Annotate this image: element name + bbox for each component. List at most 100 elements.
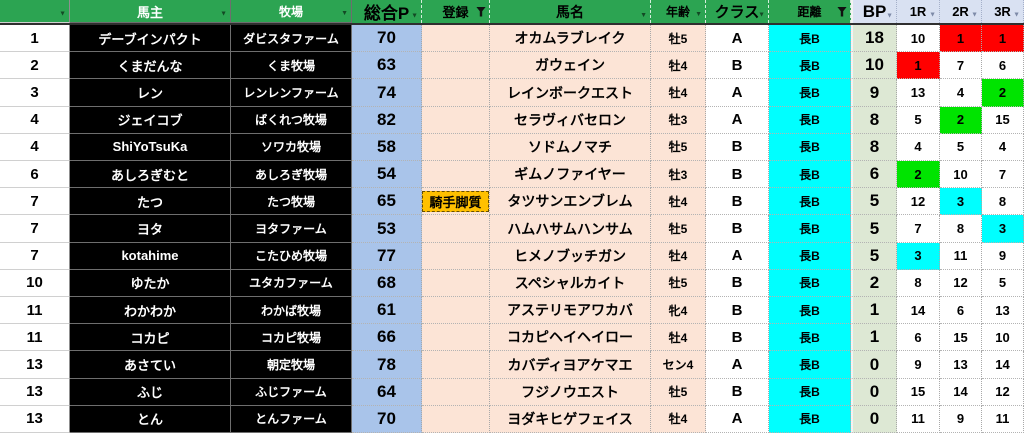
cell-rank[interactable]: 7 [0,188,70,216]
cell-total-p[interactable]: 66 [352,324,422,352]
header-cell[interactable]: 距離 [769,0,851,23]
cell-age[interactable]: 牡3 [651,161,706,189]
cell-race3-rank[interactable]: 15 [982,106,1024,134]
cell-race2-rank[interactable]: 6 [940,297,982,325]
cell-distance[interactable]: 長B [769,242,851,270]
cell-distance[interactable]: 長B [769,161,851,189]
cell-bp[interactable]: 1 [851,297,897,325]
cell-race1-rank[interactable]: 7 [897,215,940,243]
cell-rank[interactable]: 13 [0,405,70,433]
cell-total-p[interactable]: 70 [352,25,422,53]
cell-total-p[interactable]: 70 [352,405,422,433]
cell-registration[interactable] [422,324,490,352]
cell-owner[interactable]: あしろぎむと [70,161,231,189]
cell-race1-rank[interactable]: 6 [897,324,940,352]
cell-race2-rank[interactable]: 14 [940,378,982,406]
cell-registration[interactable] [422,79,490,107]
cell-class[interactable]: B [706,215,769,243]
cell-farm[interactable]: ふじファーム [231,378,352,406]
cell-class[interactable]: A [706,351,769,379]
filter-dropdown-icon[interactable] [695,6,702,18]
cell-race1-rank[interactable]: 4 [897,133,940,162]
cell-horse-name[interactable]: ヒメノブッチガン [490,242,651,270]
cell-rank[interactable]: 10 [0,269,70,298]
filter-dropdown-icon[interactable] [971,5,978,18]
cell-total-p[interactable]: 63 [352,52,422,80]
cell-total-p[interactable]: 68 [352,269,422,298]
header-cell[interactable]: 1R [897,0,940,23]
cell-bp[interactable]: 10 [851,52,897,80]
header-cell[interactable]: BP [851,0,897,23]
cell-bp[interactable]: 9 [851,79,897,107]
header-cell[interactable]: 馬名 [490,0,651,23]
cell-total-p[interactable]: 65 [352,188,422,216]
cell-registration[interactable] [422,52,490,80]
cell-rank[interactable]: 4 [0,133,70,162]
filter-dropdown-icon[interactable] [886,3,893,20]
cell-horse-name[interactable]: オカムラブレイク [490,25,651,53]
cell-bp[interactable]: 0 [851,405,897,433]
cell-owner[interactable]: ShiYoTsuKa [70,133,231,162]
cell-race1-rank[interactable]: 5 [897,106,940,134]
cell-owner[interactable]: kotahime [70,242,231,270]
cell-owner[interactable]: わかわか [70,297,231,325]
cell-distance[interactable]: 長B [769,25,851,53]
cell-owner[interactable]: ふじ [70,378,231,406]
cell-registration[interactable] [422,133,490,162]
cell-horse-name[interactable]: ガウェイン [490,52,651,80]
cell-registration[interactable] [422,269,490,298]
cell-owner[interactable]: あさてい [70,351,231,379]
cell-race3-rank[interactable]: 3 [982,215,1024,243]
cell-race3-rank[interactable]: 10 [982,324,1024,352]
filter-funnel-icon[interactable] [476,6,486,17]
cell-total-p[interactable]: 78 [352,351,422,379]
cell-race2-rank[interactable]: 1 [940,25,982,53]
cell-registration[interactable] [422,351,490,379]
cell-race1-rank[interactable]: 13 [897,79,940,107]
cell-race1-rank[interactable]: 11 [897,405,940,433]
cell-total-p[interactable]: 82 [352,106,422,134]
cell-horse-name[interactable]: レインボークエスト [490,79,651,107]
cell-bp[interactable]: 8 [851,106,897,134]
filter-dropdown-icon[interactable] [758,4,765,19]
cell-race1-rank[interactable]: 10 [897,25,940,53]
cell-race3-rank[interactable]: 12 [982,378,1024,406]
cell-race2-rank[interactable]: 2 [940,106,982,134]
cell-farm[interactable]: ヨタファーム [231,215,352,243]
cell-distance[interactable]: 長B [769,297,851,325]
cell-horse-name[interactable]: ハムハサムハンサム [490,215,651,243]
cell-class[interactable]: B [706,269,769,298]
cell-race1-rank[interactable]: 1 [897,52,940,80]
cell-age[interactable]: 牡4 [651,79,706,107]
cell-age[interactable]: 牡4 [651,242,706,270]
cell-registration[interactable]: 騎手脚質 [422,188,490,216]
cell-age[interactable]: 牡5 [651,133,706,162]
filter-dropdown-icon[interactable] [1013,5,1020,18]
filter-dropdown-icon[interactable] [220,5,227,18]
filter-dropdown-icon[interactable] [640,5,647,19]
cell-class[interactable]: B [706,297,769,325]
cell-race3-rank[interactable]: 11 [982,405,1024,433]
cell-distance[interactable]: 長B [769,378,851,406]
cell-bp[interactable]: 5 [851,242,897,270]
cell-race2-rank[interactable]: 15 [940,324,982,352]
cell-race3-rank[interactable]: 7 [982,161,1024,189]
cell-horse-name[interactable]: タツサンエンブレム [490,188,651,216]
cell-registration[interactable] [422,242,490,270]
cell-age[interactable]: セン4 [651,351,706,379]
cell-owner[interactable]: ジェイコブ [70,106,231,134]
cell-distance[interactable]: 長B [769,324,851,352]
cell-race2-rank[interactable]: 9 [940,405,982,433]
cell-registration[interactable] [422,161,490,189]
cell-owner[interactable]: とん [70,405,231,433]
header-cell[interactable]: 登録 [422,0,490,23]
cell-class[interactable]: B [706,133,769,162]
header-cell[interactable] [0,0,70,23]
cell-race3-rank[interactable]: 8 [982,188,1024,216]
cell-rank[interactable]: 13 [0,378,70,406]
cell-race1-rank[interactable]: 3 [897,242,940,270]
filter-dropdown-icon[interactable] [411,3,418,20]
cell-class[interactable]: A [706,242,769,270]
cell-race2-rank[interactable]: 12 [940,269,982,298]
cell-rank[interactable]: 11 [0,324,70,352]
